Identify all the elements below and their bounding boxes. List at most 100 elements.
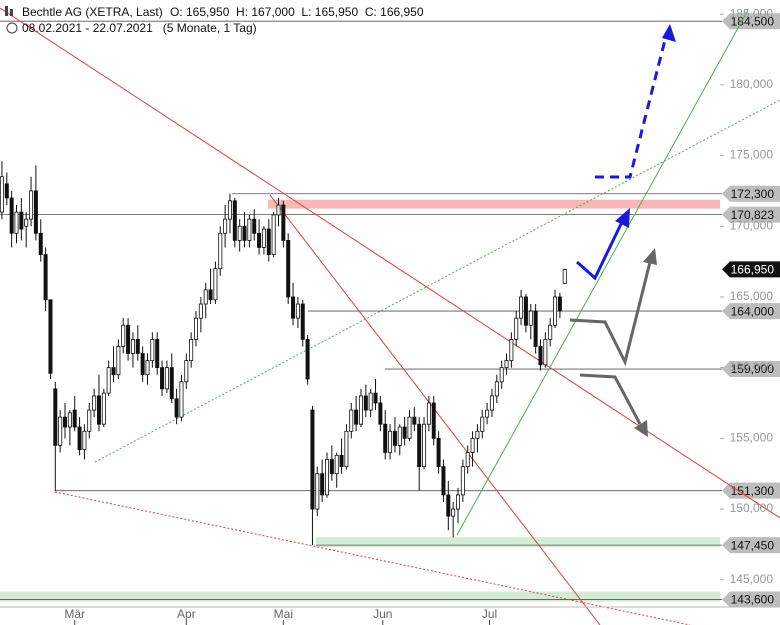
candle-body [257, 232, 262, 248]
arrow [579, 373, 642, 425]
candle-body [155, 338, 160, 369]
last-price-label: 166,950 [731, 263, 775, 277]
y-tick-label: 185,000 [730, 6, 774, 20]
candle-body [87, 409, 92, 432]
candle-body [363, 395, 368, 411]
candle-body [358, 395, 363, 425]
candle-body [538, 346, 543, 366]
y-tick-label: 160,000 [730, 360, 774, 374]
candle-body [116, 346, 121, 376]
candle-body [0, 176, 4, 213]
candle-body [130, 338, 135, 354]
level-label: 164,000 [731, 304, 775, 318]
candle-body [295, 303, 300, 319]
candle-body [237, 225, 242, 241]
arrow [569, 261, 652, 367]
trendline [94, 99, 780, 463]
candle-body [160, 367, 165, 390]
candle-body [441, 466, 446, 496]
y-tick-label: 170,000 [730, 218, 774, 232]
candle-body [9, 197, 14, 234]
candle-body [101, 392, 106, 425]
candle-body [106, 367, 111, 394]
candle-body [135, 338, 140, 354]
candle-body [489, 395, 494, 411]
arrows [569, 24, 676, 437]
resistance-band [268, 199, 720, 209]
level-label: 172,300 [731, 187, 775, 201]
candle-body [203, 289, 208, 305]
candle-body [194, 317, 199, 340]
levels: 184,500 172,300 170,823 164,000 159,900 151,3… [0, 13, 780, 608]
candle-body [460, 466, 465, 496]
candle-body [126, 324, 131, 354]
candle-body [48, 299, 53, 374]
candle-body [320, 473, 325, 496]
candle-body [451, 508, 456, 517]
candle-body [281, 204, 286, 241]
candle-body [465, 452, 470, 468]
candle-body [310, 409, 315, 510]
candle-body [344, 430, 349, 468]
level-box [722, 361, 780, 378]
candle-body [286, 239, 291, 298]
trendline [456, 9, 749, 536]
candle-body [174, 398, 179, 418]
candle-body [92, 395, 97, 411]
level-box [722, 185, 780, 202]
y-tick-label: 155,000 [730, 431, 774, 445]
last-price-box [722, 261, 780, 278]
candle-body [514, 317, 519, 340]
level-box [722, 13, 780, 30]
candle-body [446, 494, 451, 517]
candle-body [198, 303, 203, 319]
arrow [595, 39, 667, 179]
x-tick-label: Apr [177, 607, 196, 621]
trendline [0, 7, 780, 519]
candle-body [426, 402, 431, 425]
candle-body [329, 459, 334, 475]
candle-body [533, 310, 538, 347]
candle-body [397, 426, 402, 446]
candle-body [475, 430, 480, 439]
level-label: 143,600 [731, 593, 775, 607]
candle-body [494, 381, 499, 397]
candle-body [349, 409, 354, 432]
candle-body [436, 437, 441, 468]
candle-body [528, 310, 533, 326]
x-tick-label: Mär [64, 607, 85, 621]
arrowhead [615, 208, 630, 228]
quote: O: 165,950 H: 167,000 L: 165,950 C: 166,… [170, 5, 424, 19]
candle-body [548, 324, 553, 340]
candle-body [485, 409, 490, 418]
candle-body [553, 296, 558, 326]
candle-body [276, 204, 281, 216]
candle-body [63, 416, 68, 428]
x-tick-label: Jul [482, 607, 497, 621]
support-band [316, 537, 720, 548]
trendlines [0, 7, 780, 625]
level-box [722, 482, 780, 499]
level-box [722, 537, 780, 554]
arrow [576, 221, 624, 281]
candle-body [523, 296, 528, 326]
candle-body [412, 416, 417, 425]
arrowhead [634, 420, 648, 437]
y-tick-label: 180,000 [730, 77, 774, 91]
candle-body [334, 454, 339, 475]
candle-body [378, 402, 383, 425]
candle-body [247, 218, 252, 241]
level-label: 159,900 [731, 362, 775, 376]
candle-body [305, 338, 310, 380]
candle-body [169, 367, 174, 400]
candle-body [213, 268, 218, 301]
y-tick-label: 165,000 [730, 289, 774, 303]
level-label: 184,500 [731, 14, 775, 28]
arrowhead [662, 24, 676, 42]
candle-body [208, 289, 213, 301]
candle-body [77, 426, 82, 451]
candle-body [111, 367, 116, 376]
candle-body [150, 338, 155, 361]
